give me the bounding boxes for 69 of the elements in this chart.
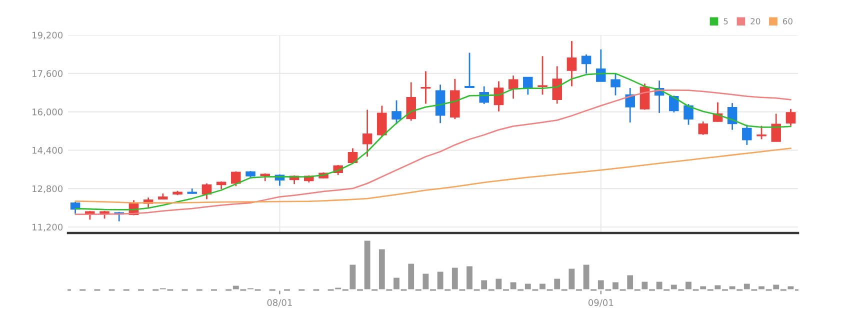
candlestick	[566, 40, 577, 87]
bar	[757, 284, 766, 291]
candlestick	[742, 124, 752, 146]
bar	[158, 286, 168, 291]
candlestick	[698, 120, 708, 136]
candlestick	[392, 100, 402, 125]
bar	[611, 280, 620, 291]
bar	[567, 267, 576, 291]
y-tick-label: 16,000	[32, 108, 63, 116]
y-tick-label: 14,400	[32, 146, 63, 155]
candlestick	[786, 108, 796, 127]
bar	[436, 270, 445, 291]
bar	[246, 286, 255, 291]
legend-label: 60	[782, 18, 792, 24]
bar	[362, 239, 372, 291]
y-tick-label: 19,200	[32, 32, 63, 40]
bar	[392, 276, 401, 291]
bar	[713, 284, 722, 291]
x-tick-label: 08/01	[267, 299, 292, 307]
bar	[450, 266, 460, 291]
bar	[348, 263, 358, 291]
bar	[552, 277, 562, 291]
candlestick	[523, 76, 533, 96]
candlestick	[508, 74, 518, 100]
bar	[480, 278, 488, 291]
y-tick-label: 12,800	[32, 185, 63, 194]
x-tick-label: 09/01	[588, 299, 614, 307]
bar	[334, 286, 342, 291]
candlestick	[625, 87, 635, 124]
bar	[772, 283, 780, 291]
candlestick	[464, 52, 474, 89]
bar	[406, 262, 416, 291]
y-tick-label: 11,200	[32, 224, 63, 232]
bar	[626, 274, 634, 291]
candlestick	[377, 105, 387, 138]
candlestick	[684, 103, 694, 126]
bar	[538, 282, 547, 291]
bar	[786, 284, 796, 291]
bar	[232, 284, 240, 291]
bar	[508, 280, 518, 291]
candlestick	[581, 54, 592, 74]
bar	[728, 284, 737, 291]
candlestick	[406, 82, 416, 122]
bar	[494, 277, 504, 291]
bar	[684, 280, 693, 291]
y-tick-label: 17,600	[32, 70, 63, 78]
bar	[524, 282, 532, 291]
candlestick	[756, 125, 766, 140]
bar	[670, 283, 678, 291]
candlestick	[596, 48, 606, 82]
candlestick	[610, 72, 620, 96]
legend-label: 5	[724, 18, 728, 24]
candlestick	[552, 66, 562, 104]
bar	[378, 248, 386, 291]
bar	[698, 284, 708, 291]
bar	[582, 263, 591, 291]
bar	[640, 280, 650, 291]
candlestick	[231, 170, 241, 187]
candlestick	[771, 113, 781, 142]
candlestick	[494, 80, 504, 112]
legend-label: 20	[750, 18, 760, 24]
candlestick	[362, 109, 372, 158]
bar	[654, 280, 664, 291]
candlestick	[538, 55, 548, 96]
bar	[742, 282, 752, 291]
candlestick	[669, 94, 679, 114]
bar	[596, 278, 606, 291]
bar	[465, 264, 474, 291]
bar	[421, 272, 430, 291]
